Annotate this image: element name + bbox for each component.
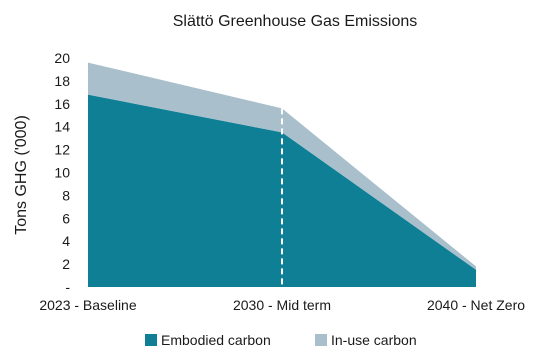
y-tick-label: 8 <box>62 187 70 203</box>
y-tick-label: 4 <box>62 233 70 249</box>
legend: Embodied carbon In-use carbon <box>145 332 417 347</box>
y-axis-label: Tons GHG ('000) <box>13 115 30 235</box>
y-tick-label: 10 <box>54 165 70 181</box>
legend-swatch <box>315 334 327 346</box>
legend-swatch <box>145 334 157 346</box>
x-tick-label: 2023 - Baseline <box>39 297 137 313</box>
x-tick-label: 2040 - Net Zero <box>427 297 525 313</box>
y-tick-label: 12 <box>54 142 70 158</box>
y-tick-label: 14 <box>54 119 70 135</box>
x-ticks: 2023 - Baseline 2030 - Mid term 2040 - Net… <box>39 297 525 313</box>
y-tick-label: 6 <box>62 210 70 226</box>
y-tick-label: 20 <box>54 50 70 66</box>
y-tick-label: 18 <box>54 73 70 89</box>
y-tick-label: 16 <box>54 96 70 112</box>
x-tick-label: 2030 - Mid term <box>233 297 331 313</box>
y-tick-label: - <box>65 279 70 295</box>
y-tick-label: 2 <box>62 256 70 272</box>
y-ticks: - 2 4 6 8 10 12 14 16 18 20 <box>54 50 70 295</box>
area-series-in-use-carbon <box>88 62 476 270</box>
legend-label: In-use carbon <box>331 332 417 347</box>
legend-label: Embodied carbon <box>161 332 271 347</box>
chart-title: Slättö Greenhouse Gas Emissions <box>173 13 418 30</box>
